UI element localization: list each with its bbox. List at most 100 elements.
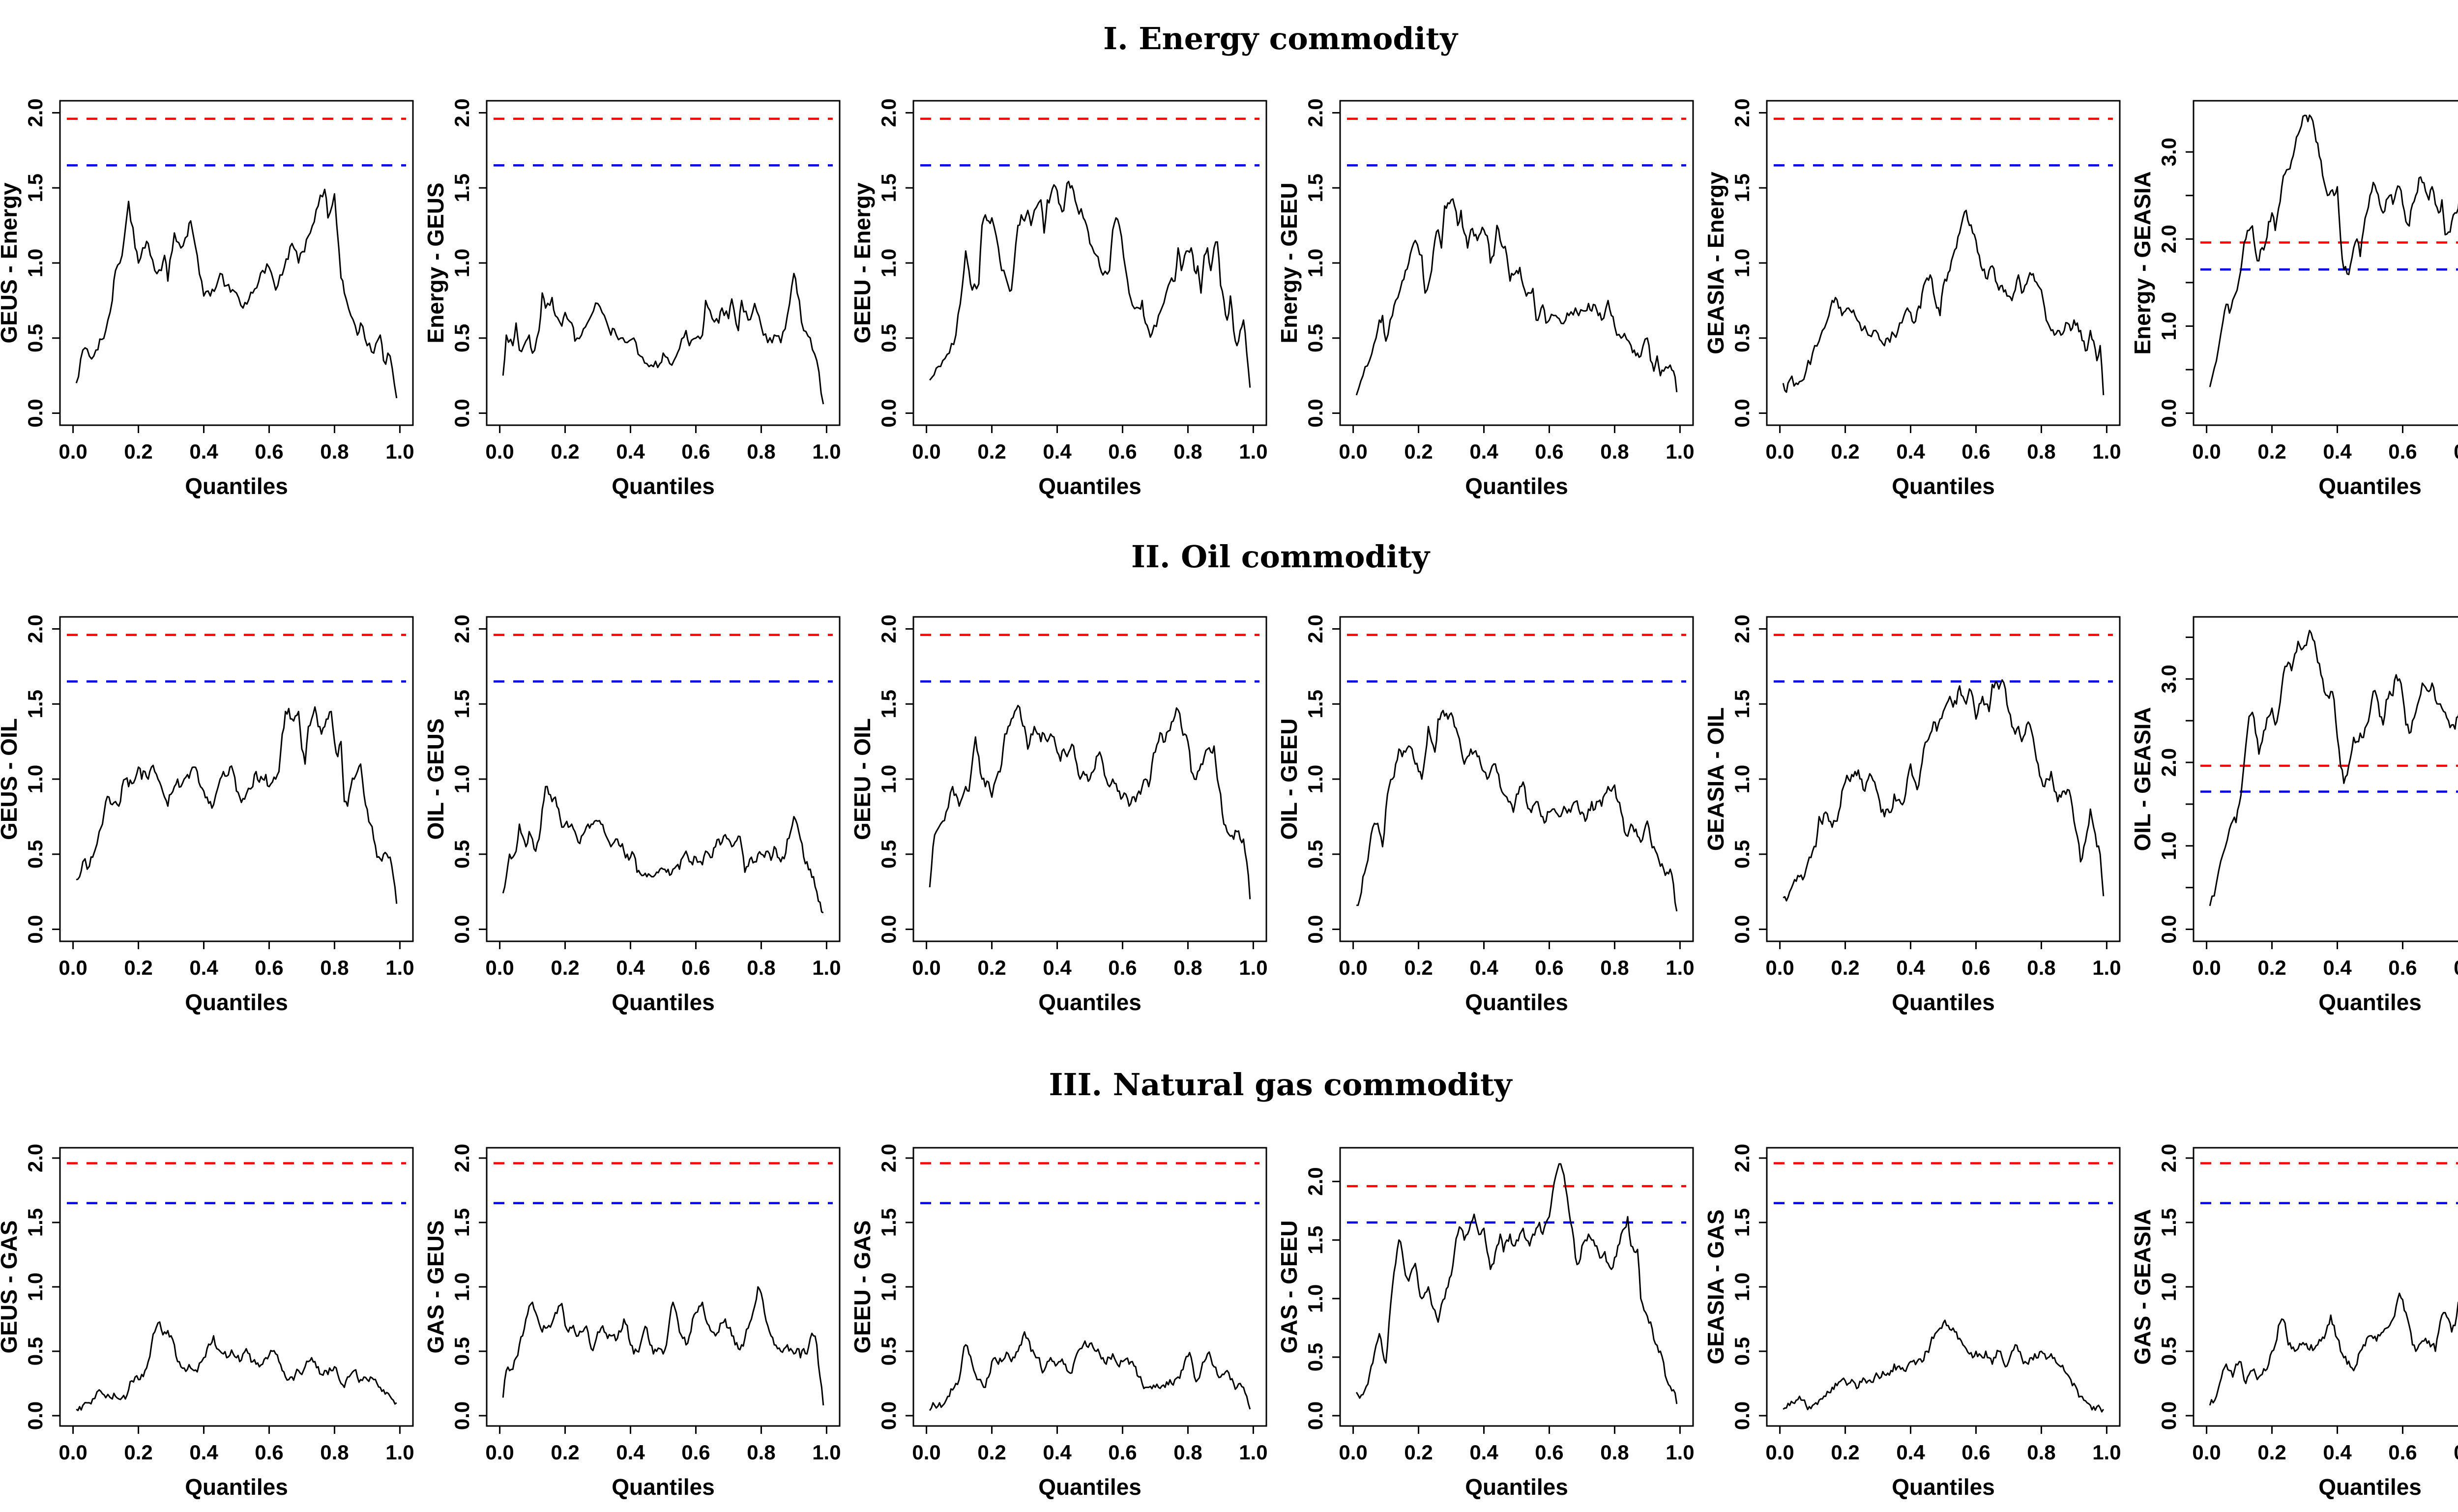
y-tick-label: 1.0: [1730, 765, 1754, 793]
panel-geus-vs-oil: 0.0 0.2 0.4 0.6 0.8 1.0 Quantiles 0.0 0.5 1.0 1.5 2…: [0, 614, 414, 1015]
x-axis-label: Quantiles: [1465, 989, 1568, 1015]
x-tick-label: 0.8: [1600, 1441, 1629, 1464]
chart-row-oil: 0.0 0.2 0.4 0.6 0.8 1.0 Quantiles 0.0 0.5 1.0 1.5 2…: [0, 590, 2458, 1027]
y-tick-label: 1.5: [1304, 1226, 1327, 1254]
panel-geasia-vs-oil: 0.0 0.2 0.4 0.6 0.8 1.0 Quantiles 0.0 0.5 1.0 1.5 2…: [1707, 614, 2121, 1015]
y-tick-label: 0.0: [877, 915, 900, 943]
x-axis-label: Quantiles: [185, 989, 288, 1015]
x-tick-label: 0.8: [2027, 956, 2055, 979]
x-tick-label: 0.8: [747, 1441, 775, 1464]
causality-test-statistic-curve: [2209, 114, 2458, 387]
causality-test-statistic-curve: [929, 180, 1251, 388]
causality-test-statistic-curve: [1355, 198, 1678, 396]
section-title-energy: I. Energy commodity: [1103, 21, 1458, 57]
y-tick-label: 0.5: [450, 1337, 473, 1366]
causality-test-statistic-curve: [2209, 630, 2458, 906]
plot-box: [2193, 100, 2458, 426]
y-tick-label: 1.0: [2157, 312, 2180, 340]
x-tick-label: 0.8: [1600, 440, 1629, 463]
x-tick-label: 1.0: [2092, 956, 2121, 979]
y-tick-label: 0.0: [877, 399, 900, 427]
y-tick-label: 0.5: [24, 1337, 47, 1366]
x-tick-label: 0.4: [1896, 956, 1925, 979]
x-tick-label: 0.2: [977, 956, 1006, 979]
x-tick-label: 0.2: [1831, 956, 1859, 979]
x-tick-label: 0.0: [485, 956, 514, 979]
x-tick-label: 0.0: [912, 1441, 940, 1464]
y-tick-label: 1.5: [450, 174, 473, 202]
y-axis-label: GEEU - OIL: [853, 718, 875, 840]
x-axis-label: Quantiles: [185, 1474, 288, 1500]
x-tick-label: 1.0: [2092, 440, 2121, 463]
x-tick-label: 0.6: [255, 1441, 283, 1464]
y-axis-label: GEEU - Energy: [853, 182, 875, 344]
x-tick-label: 1.0: [2092, 1441, 2121, 1464]
y-tick-label: 2.0: [877, 1144, 900, 1172]
y-tick-label: 0.5: [1304, 840, 1327, 869]
y-tick-label: 1.5: [24, 1208, 47, 1237]
y-axis-label: GEUS - GAS: [0, 1221, 22, 1354]
section-oil: II. Oil commodity 0.0 0.2 0.4 0.6 0.8 1.0 Quan…: [0, 511, 2458, 1027]
panel-geeu-vs-energy: 0.0 0.2 0.4 0.6 0.8 1.0 Quantiles 0.0 0.5 1.0 1.5 2…: [853, 98, 1268, 499]
x-tick-label: 0.4: [1043, 440, 1072, 463]
plot-box: [1339, 100, 1694, 426]
x-axis-label: Quantiles: [1038, 473, 1141, 499]
y-tick-label: 0.0: [1304, 399, 1327, 427]
causality-test-statistic-curve: [1783, 679, 2105, 901]
x-tick-label: 0.0: [59, 440, 87, 463]
x-tick-label: 0.8: [320, 440, 349, 463]
y-tick-label: 2.0: [2157, 1144, 2180, 1172]
causality-test-statistic-curve: [76, 706, 398, 904]
x-tick-label: 0.4: [1043, 956, 1072, 979]
y-tick-label: 2.0: [450, 98, 473, 127]
y-axis-label: GEUS - Energy: [0, 182, 22, 344]
panel-geasia-vs-gas: 0.0 0.2 0.4 0.6 0.8 1.0 Quantiles 0.0 0.5 1.0 1.5 2…: [1707, 1144, 2121, 1500]
y-tick-label: 0.0: [24, 915, 47, 943]
x-tick-label: 0.4: [189, 956, 218, 979]
x-tick-label: 0.0: [2192, 440, 2221, 463]
y-tick-label: 1.0: [877, 1273, 900, 1301]
y-tick-label: 1.0: [1304, 765, 1327, 793]
x-tick-label: 0.4: [1896, 1441, 1925, 1464]
y-tick-label: 0.0: [1304, 915, 1327, 943]
plot-box: [1339, 1147, 1694, 1427]
panel-geus-vs-gas: 0.0 0.2 0.4 0.6 0.8 1.0 Quantiles 0.0 0.5 1.0 1.5 2…: [0, 1144, 414, 1500]
y-axis-label: GAS - GEEU: [1280, 1221, 1302, 1354]
x-tick-label: 0.0: [1339, 956, 1367, 979]
panel-oil-vs-geeu: 0.0 0.2 0.4 0.6 0.8 1.0 Quantiles 0.0 0.5 1.0 1.5 2…: [1280, 614, 1695, 1015]
plot-box: [59, 616, 414, 942]
causality-test-statistic-curve: [1356, 709, 1678, 912]
y-tick-label: 1.5: [24, 690, 47, 718]
x-tick-label: 0.8: [1173, 440, 1202, 463]
y-tick-label: 1.0: [1304, 1284, 1327, 1313]
y-axis-label: GAS - GEASIA: [2134, 1209, 2155, 1365]
y-tick-label: 1.0: [450, 249, 473, 277]
x-axis-label: Quantiles: [1465, 1474, 1568, 1500]
y-tick-label: 0.5: [450, 840, 473, 869]
x-axis-label: Quantiles: [185, 473, 288, 499]
x-tick-label: 0.8: [747, 440, 775, 463]
y-tick-label: 1.0: [450, 1273, 473, 1301]
x-tick-label: 0.4: [1469, 1441, 1498, 1464]
x-tick-label: 0.6: [1108, 956, 1137, 979]
y-tick-label: 0.0: [450, 1401, 473, 1430]
x-tick-label: 0.0: [1765, 440, 1794, 463]
x-tick-label: 0.4: [1469, 956, 1498, 979]
chart-row-energy: 0.0 0.2 0.4 0.6 0.8 1.0 Quantiles 0.0 0.5 1.0 1.5 2…: [0, 74, 2458, 511]
y-axis-label: Energy - GEEU: [1280, 182, 1302, 343]
x-tick-label: 0.0: [1765, 956, 1794, 979]
y-axis-label: OIL - GEEU: [1280, 718, 1302, 840]
x-tick-label: 0.8: [2027, 440, 2055, 463]
x-axis-label: Quantiles: [2318, 989, 2422, 1015]
x-tick-label: 0.0: [1339, 1441, 1367, 1464]
y-tick-label: 0.0: [2157, 399, 2180, 427]
plot-box: [912, 1147, 1267, 1427]
x-tick-label: 0.4: [616, 440, 645, 463]
y-tick-label: 0.5: [1730, 1337, 1754, 1366]
x-tick-label: 0.2: [124, 1441, 152, 1464]
y-tick-label: 0.5: [877, 1337, 900, 1366]
y-tick-label: 1.5: [1730, 1208, 1754, 1237]
x-tick-label: 0.8: [320, 1441, 349, 1464]
x-tick-label: 1.0: [1666, 1441, 1694, 1464]
x-tick-label: 0.6: [1961, 440, 1990, 463]
